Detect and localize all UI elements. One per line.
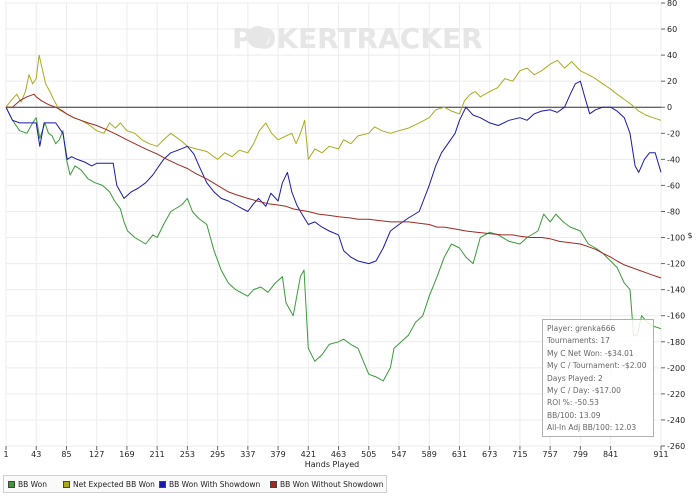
grid-lines [5, 2, 662, 447]
y-tick-label: -40 [667, 155, 680, 164]
series-line-bb-won-without-showdown [6, 93, 662, 279]
stat-days-played: Days Played: 2 [547, 373, 603, 383]
y-axis-title: $ [687, 231, 692, 240]
chart-legend: BB Won Net Expected BB Won BB Won With S… [3, 475, 387, 493]
legend-swatch-net-expected [63, 481, 70, 488]
stat-allin-bb100: All-In Adj BB/100: 12.03 [547, 423, 637, 433]
legend-label-with-showdown: BB Won With Showdown [169, 480, 261, 489]
legend-swatch-without-showdown [270, 481, 277, 488]
stat-net-won: My C Net Won: -$34.01 [547, 348, 634, 358]
y-tick-label: -220 [667, 390, 685, 399]
x-tick-label: 673 [482, 450, 497, 459]
x-tick-label: 211 [150, 450, 165, 459]
x-axis-title: Hands Played [305, 460, 359, 469]
x-tick-label: 169 [119, 450, 134, 459]
stat-player: Player: grenka666 [547, 324, 616, 333]
x-tick-label: 715 [512, 450, 527, 459]
x-tick-label: 631 [452, 450, 467, 459]
x-tick-label: 421 [301, 450, 316, 459]
x-tick-label: 43 [31, 450, 41, 459]
x-tick-label: 505 [361, 450, 376, 459]
x-tick-label: 295 [210, 450, 225, 459]
watermark-text: POKERTRACKER [232, 22, 483, 55]
x-tick-label: 799 [573, 450, 588, 459]
x-tick-label: 1 [3, 450, 8, 459]
y-tick-label: 60 [667, 25, 677, 34]
x-tick-label: 253 [180, 450, 195, 459]
y-tick-label: 80 [667, 0, 677, 8]
x-tick-label: 85 [61, 450, 71, 459]
x-tick-label: 463 [331, 450, 346, 459]
x-tick-label: 127 [89, 450, 104, 459]
y-tick-label: -80 [667, 207, 680, 216]
x-tick-label: 911 [653, 450, 668, 459]
legend-label-net-expected: Net Expected BB Won [73, 480, 155, 489]
y-tick-label: -120 [667, 260, 685, 269]
axes: 80 60 40 20 0 -20 -40 -60 -80 -100 -120 -140 -160 -18… [3, 0, 685, 459]
y-tick-label: -240 [667, 416, 685, 425]
series-line-bb-won-with-showdown [5, 80, 662, 265]
stat-bb100: BB/100: 13.09 [547, 410, 601, 420]
series-line-bb-won [5, 106, 662, 382]
y-tick-label: -160 [667, 312, 685, 321]
y-tick-label: -60 [667, 181, 680, 190]
x-tick-label: 547 [391, 450, 406, 459]
y-tick-label: 40 [667, 51, 677, 60]
y-tick-label: 20 [667, 77, 677, 86]
y-tick-label: -100 [667, 234, 685, 243]
x-tick-label: 757 [543, 450, 558, 459]
legend-item-bb-won[interactable]: BB Won [8, 479, 47, 490]
stat-roi: ROI %: -50.53 [547, 398, 599, 408]
stat-per-day: My C / Day: -$17.00 [547, 385, 621, 395]
y-tick-label: -180 [667, 338, 685, 347]
legend-item-net-expected[interactable]: Net Expected BB Won [63, 479, 155, 490]
legend-swatch-with-showdown [159, 481, 166, 488]
x-tick-label: 841 [603, 450, 618, 459]
watermark-logo-chip [247, 26, 269, 48]
y-tick-label: -20 [667, 129, 680, 138]
x-tick-label: 379 [270, 450, 285, 459]
stat-per-tournament: My C / Tournament: -$2.00 [547, 361, 647, 371]
legend-swatch-bb-won [8, 481, 15, 488]
player-stats-box: Player: grenka666 Tournaments: 17 My C N… [542, 319, 654, 437]
y-tick-label: -260 [667, 442, 685, 451]
series-layer [5, 54, 662, 382]
y-tick-label: 0 [667, 103, 672, 112]
y-tick-label: -200 [667, 364, 685, 373]
legend-label-bb-won: BB Won [18, 480, 47, 489]
legend-item-with-showdown[interactable]: BB Won With Showdown [159, 479, 260, 490]
x-tick-label: 589 [422, 450, 437, 459]
y-tick-label: -140 [667, 286, 685, 295]
stat-tournaments: Tournaments: 17 [547, 336, 610, 346]
legend-label-without-showdown: BB Won Without Showdown [280, 480, 384, 489]
legend-item-without-showdown[interactable]: BB Won Without Showdown [270, 479, 384, 490]
x-tick-label: 337 [240, 450, 255, 459]
